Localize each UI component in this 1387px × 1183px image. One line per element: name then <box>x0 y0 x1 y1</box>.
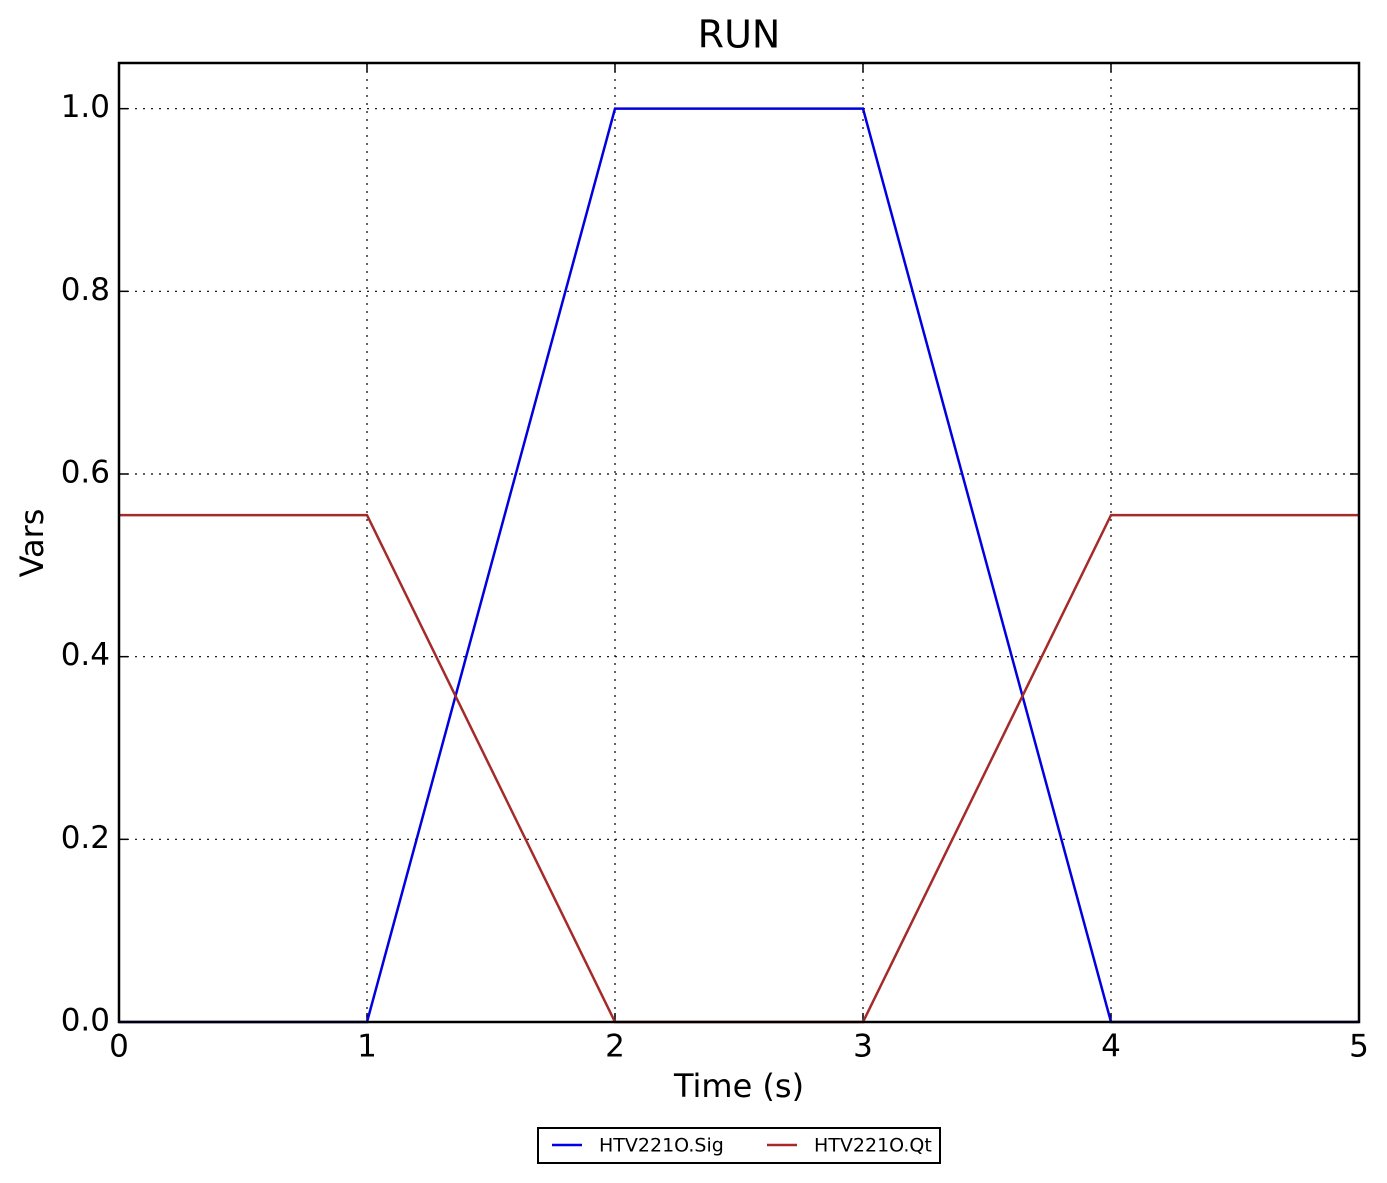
x-axis-label: Time (s) <box>673 1067 804 1105</box>
y-tick-label: 1.0 <box>61 89 110 125</box>
x-tick-label: 4 <box>1101 1029 1121 1065</box>
y-tick-label: 0.6 <box>61 455 110 491</box>
y-tick-label: 0.2 <box>61 820 110 856</box>
plot-frame <box>117 61 1361 1024</box>
x-tick-label: 3 <box>853 1029 873 1065</box>
legend-label: HTV221O.Sig <box>599 1135 724 1157</box>
y-tick-label: 0.4 <box>61 637 110 673</box>
chart-title: RUN <box>698 13 781 57</box>
x-tick-label: 5 <box>1349 1029 1369 1065</box>
x-tick-label: 1 <box>357 1029 377 1065</box>
series-line <box>119 107 1359 1024</box>
legend-box <box>537 1127 941 1164</box>
y-tick-label: 0.8 <box>61 272 110 308</box>
x-tick-label: 2 <box>605 1029 625 1065</box>
y-tick-label: 0.0 <box>61 1003 110 1039</box>
y-axis-label: Vars <box>13 509 51 578</box>
series-line <box>119 513 1359 1024</box>
x-tick-label: 0 <box>109 1029 129 1065</box>
legend-label: HTV221O.Qt <box>814 1135 932 1157</box>
